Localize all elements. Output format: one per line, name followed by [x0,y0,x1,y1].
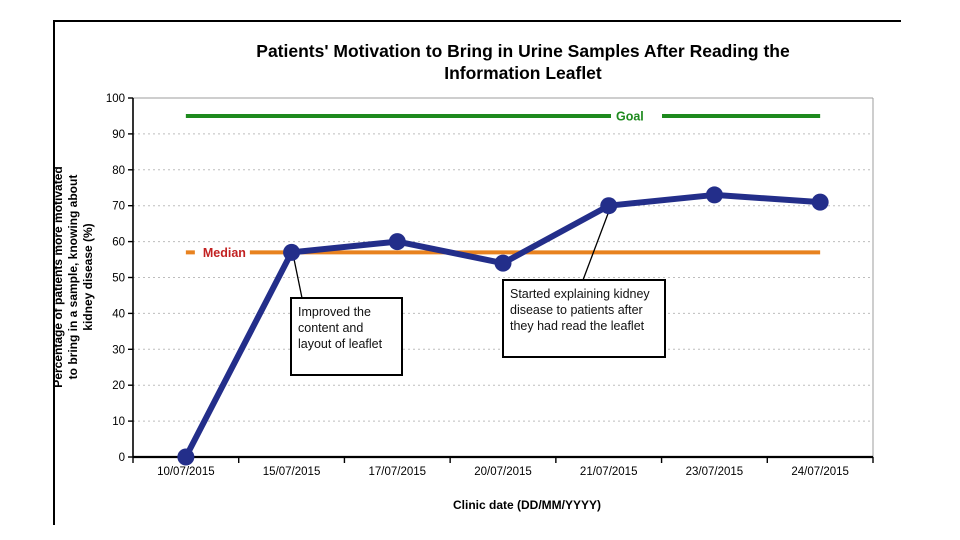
chart-title-line1: Patients' Motivation to Bring in Urine S… [256,41,790,61]
data-point [705,186,723,204]
x-tick-label: 21/07/2015 [580,466,638,478]
chart-frame-border [53,20,901,525]
annotation-connector [582,210,610,281]
x-tick-label: 23/07/2015 [686,466,744,478]
annotation-box-improved-leaflet: Improved the content and layout of leafl… [290,297,403,376]
y-tick-label: 50 [112,273,125,285]
goal-label: Goal [616,109,644,123]
data-point [494,254,512,272]
y-tick-label: 60 [112,237,125,249]
x-tick-label: 15/07/2015 [263,466,321,478]
y-tick-label: 80 [112,165,125,177]
data-point [177,448,195,466]
y-tick-label: 90 [112,129,125,141]
y-tick-label: 20 [112,380,125,392]
annotation-connector [293,258,303,299]
x-tick-label: 20/07/2015 [474,466,532,478]
y-tick-label: 0 [119,452,125,464]
y-tick-label: 30 [112,344,125,356]
data-point [600,197,618,215]
chart-title-line2: Information Leaflet [444,63,602,84]
data-point [388,233,406,251]
x-tick-label: 10/07/2015 [157,466,215,478]
y-tick-label: 10 [112,416,125,428]
x-tick-label: 17/07/2015 [369,466,427,478]
data-point [283,243,301,261]
y-tick-label: 40 [112,308,125,320]
annotation-box-started-explaining: Started explaining kidney disease to pat… [502,279,666,358]
y-tick-label: 70 [112,201,125,213]
x-tick-label: 24/07/2015 [791,466,849,478]
chart-title: Patients' Motivation to Bring in Urine S… [133,40,913,85]
x-axis-title: Clinic date (DD/MM/YYYY) [453,498,601,512]
y-axis-title: to bring in a sample, knowing about [66,175,80,380]
y-axis-title: Percentage of patients more motivated [51,166,65,387]
median-label: Median [203,246,246,260]
y-tick-label: 100 [106,93,125,105]
y-axis-title: kidney disease (%) [81,223,95,330]
data-point [811,193,829,211]
